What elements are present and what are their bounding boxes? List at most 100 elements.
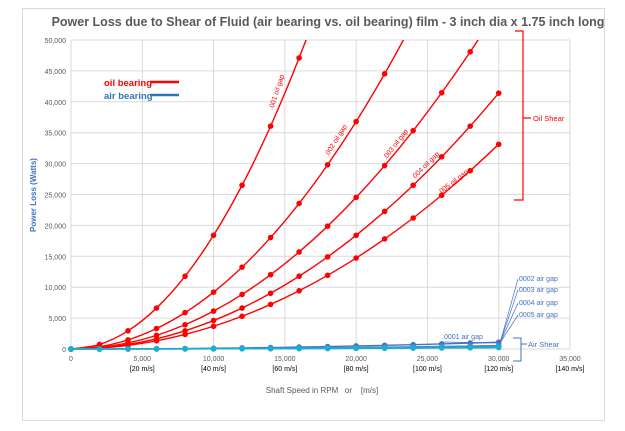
y-tick-label: 15,000: [45, 254, 67, 261]
data-point: [153, 305, 160, 311]
series-labels: .001 oil gap .002 oil gap .003 oil gap .…: [268, 74, 558, 344]
data-point: [267, 301, 274, 308]
data-point: [239, 345, 245, 352]
x-tick-label: 5,000: [134, 356, 152, 363]
data-point: [296, 200, 302, 207]
series-label-0003-air: .0003 air gap: [517, 287, 558, 294]
data-point: [495, 344, 502, 351]
data-point: [296, 249, 302, 255]
legend-label-oil: oil bearing: [104, 78, 152, 89]
data-point: [467, 49, 474, 55]
chart-frame: [22, 8, 605, 421]
series-line: [70, 40, 405, 350]
data-point: [210, 346, 217, 352]
gridlines: [70, 39, 571, 350]
air-label-leaders: [442, 278, 519, 344]
data-point: [296, 273, 302, 280]
data-point: [210, 323, 217, 330]
data-point: [353, 194, 359, 201]
y-tick-label: 20,000: [45, 223, 67, 230]
legend: oil bearing air bearing: [104, 78, 179, 102]
data-point: [381, 71, 388, 77]
data-point: [239, 264, 245, 270]
x-secondary-label: [100 m/s]: [413, 366, 442, 373]
data-point: [210, 232, 217, 239]
series-0005-air-gap: [68, 344, 502, 352]
y-tick-label: 45,000: [45, 69, 67, 76]
x-secondary-label: [80 m/s]: [344, 366, 369, 373]
data-point: [353, 118, 359, 125]
data-point: [353, 255, 359, 261]
series-line: [70, 346, 499, 350]
legend-label-air: air bearing: [104, 91, 153, 102]
data-point: [296, 345, 302, 352]
series-line: [70, 40, 479, 350]
data-point: [438, 154, 445, 160]
series-line: [70, 143, 500, 350]
x-secondary-label: [140 m/s]: [556, 366, 585, 373]
x-tick-label: 25,000: [417, 356, 439, 363]
data-point: [267, 290, 274, 297]
data-point: [495, 90, 502, 96]
x-tick-label: 15,000: [274, 356, 296, 363]
data-point: [438, 192, 445, 199]
data-point: [410, 127, 416, 134]
data-point: [125, 328, 131, 334]
data-point: [125, 346, 131, 352]
axes: 0 5,000 10,000 15,000 20,000 25,000 30,000 35,0…: [45, 38, 585, 373]
data-point: [239, 291, 245, 298]
data-point: [438, 89, 445, 96]
data-point: [410, 182, 416, 189]
data-point: [267, 271, 274, 278]
data-point: [182, 273, 188, 280]
data-point: [210, 317, 217, 324]
data-point: [239, 313, 245, 320]
x-axis-title: Shaft Speed in RPM or [m/s]: [266, 386, 379, 395]
data-point: [153, 325, 160, 332]
oil-shear-label: Oil Shear: [533, 114, 565, 123]
data-point: [96, 346, 103, 352]
data-point: [267, 123, 274, 129]
data-point: [324, 345, 331, 352]
data-point: [296, 55, 302, 61]
data-point: [68, 346, 74, 352]
y-tick-label: 30,000: [45, 162, 67, 169]
y-tick-label: 40,000: [45, 100, 67, 107]
data-point: [467, 167, 474, 174]
series-label-0002-air: .0002 air gap: [517, 276, 558, 283]
data-point: [467, 123, 474, 129]
y-tick-label: 50,000: [45, 38, 67, 45]
data-point: [267, 234, 274, 241]
series-line: [70, 92, 500, 350]
data-point: [353, 232, 359, 239]
x-secondary-label: [120 m/s]: [484, 366, 513, 373]
data-point: [324, 161, 331, 168]
series-layer: [68, 40, 502, 352]
data-point: [267, 345, 274, 352]
data-point: [182, 331, 188, 338]
data-point: [381, 208, 388, 215]
data-point: [182, 346, 188, 352]
data-point: [353, 345, 359, 352]
series-label-001-oil: .001 oil gap: [268, 74, 286, 111]
data-point: [239, 182, 245, 189]
data-point: [467, 345, 474, 351]
chart-title: Power Loss due to Shear of Fluid (air be…: [52, 15, 605, 29]
oil-shear-bracket: Oil Shear: [514, 30, 565, 201]
y-tick-label: 0: [62, 347, 66, 354]
data-point: [239, 305, 245, 311]
series-003-oil-gap: [68, 40, 479, 352]
data-point: [495, 141, 502, 148]
data-point: [381, 345, 388, 352]
y-axis-title: Power Loss (Watts): [29, 158, 38, 232]
x-tick-label: 10,000: [203, 356, 225, 363]
series-005-oil-gap: [68, 141, 502, 352]
data-point: [381, 162, 388, 169]
series-label-0001-air: .0001 air gap: [442, 334, 483, 341]
data-point: [153, 338, 160, 344]
data-point: [438, 345, 445, 351]
y-tick-label: 5,000: [48, 316, 66, 323]
x-secondary-label: [60 m/s]: [272, 366, 297, 373]
y-tick-label: 25,000: [45, 193, 67, 200]
